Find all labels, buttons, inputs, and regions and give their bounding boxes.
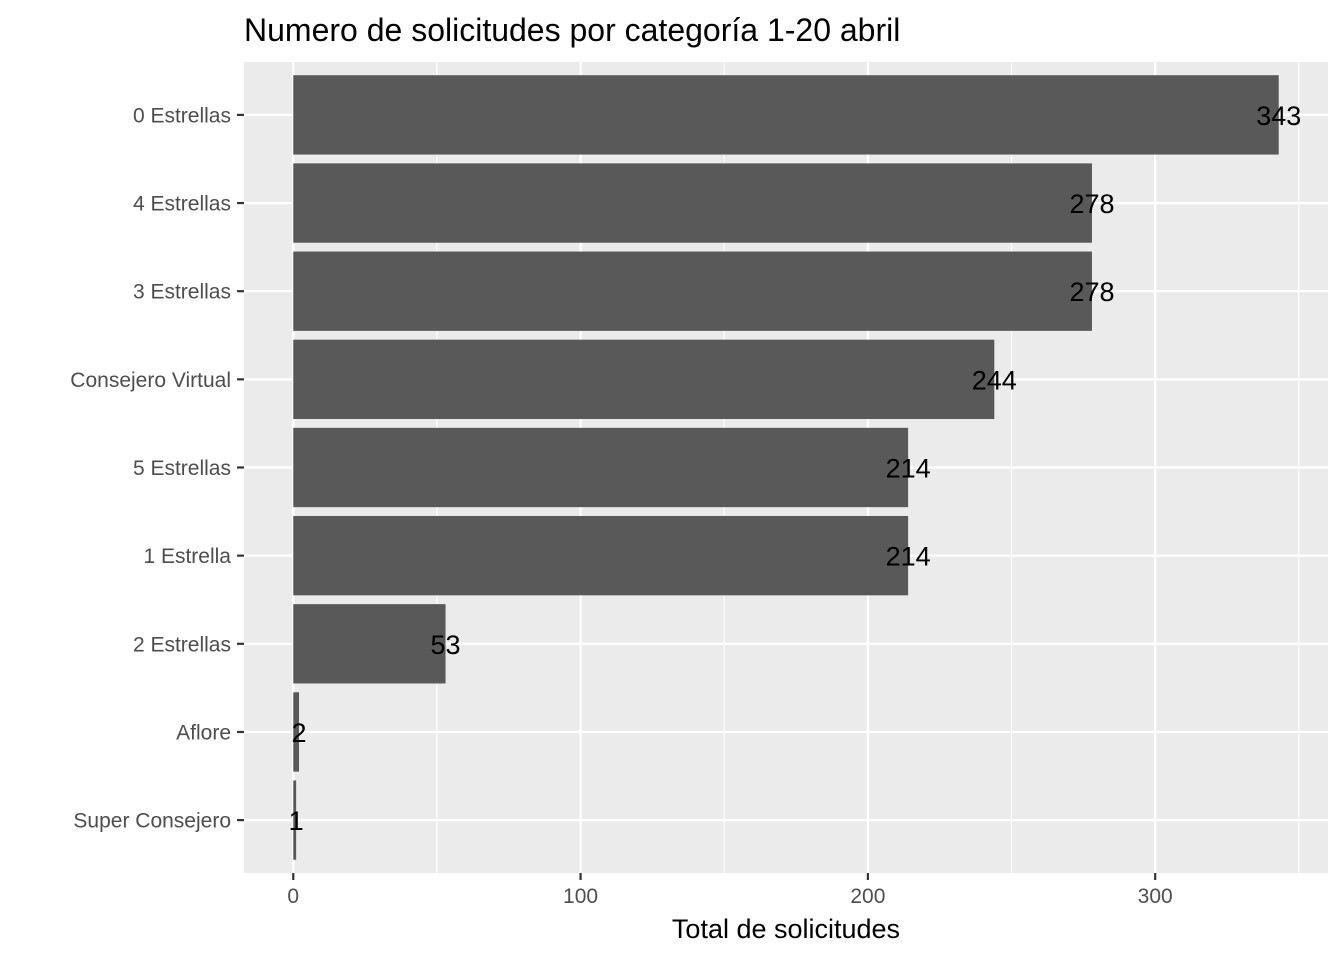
category-label: 1 Estrella — [143, 545, 231, 568]
category-label: 0 Estrellas — [133, 104, 231, 127]
x-tick-label: 200 — [850, 885, 885, 908]
y-axis: 0 Estrellas 4 Estrellas 3 Estrellas Conseje… — [70, 104, 244, 833]
data-label: 214 — [886, 454, 931, 484]
bar — [293, 515, 909, 596]
bar — [293, 339, 995, 420]
category-label: 3 Estrellas — [133, 281, 231, 304]
data-label: 278 — [1069, 277, 1114, 307]
data-label: 2 — [292, 718, 307, 748]
category-label: 2 Estrellas — [133, 633, 231, 656]
category-label: 4 Estrellas — [133, 193, 231, 216]
bar — [293, 75, 1279, 155]
bar — [293, 251, 1092, 331]
data-labels: 343 278 278 244 214 214 53 2 1 — [289, 101, 1302, 836]
category-label: Aflore — [176, 721, 231, 744]
bars — [293, 75, 1279, 860]
data-label: 343 — [1256, 101, 1301, 131]
x-axis: 0 100 200 300 — [287, 873, 1173, 908]
bar — [293, 780, 297, 860]
data-label: 1 — [289, 806, 304, 836]
data-label: 244 — [972, 365, 1017, 395]
x-tick-label: 0 — [287, 885, 299, 908]
data-label: 53 — [431, 630, 461, 660]
bar — [293, 692, 300, 772]
x-axis-title: Total de solicitudes — [672, 914, 900, 944]
data-label: 278 — [1069, 189, 1114, 219]
data-label: 214 — [886, 542, 931, 572]
bar — [293, 163, 1092, 243]
category-label: Super Consejero — [73, 810, 231, 833]
x-tick-label: 300 — [1138, 885, 1173, 908]
category-label: 5 Estrellas — [133, 457, 231, 480]
x-tick-label: 100 — [563, 885, 598, 908]
category-label: Consejero Virtual — [70, 369, 231, 392]
bar — [293, 427, 909, 508]
bar — [293, 604, 446, 684]
chart-title: Numero de solicitudes por categoría 1-20… — [244, 12, 900, 48]
